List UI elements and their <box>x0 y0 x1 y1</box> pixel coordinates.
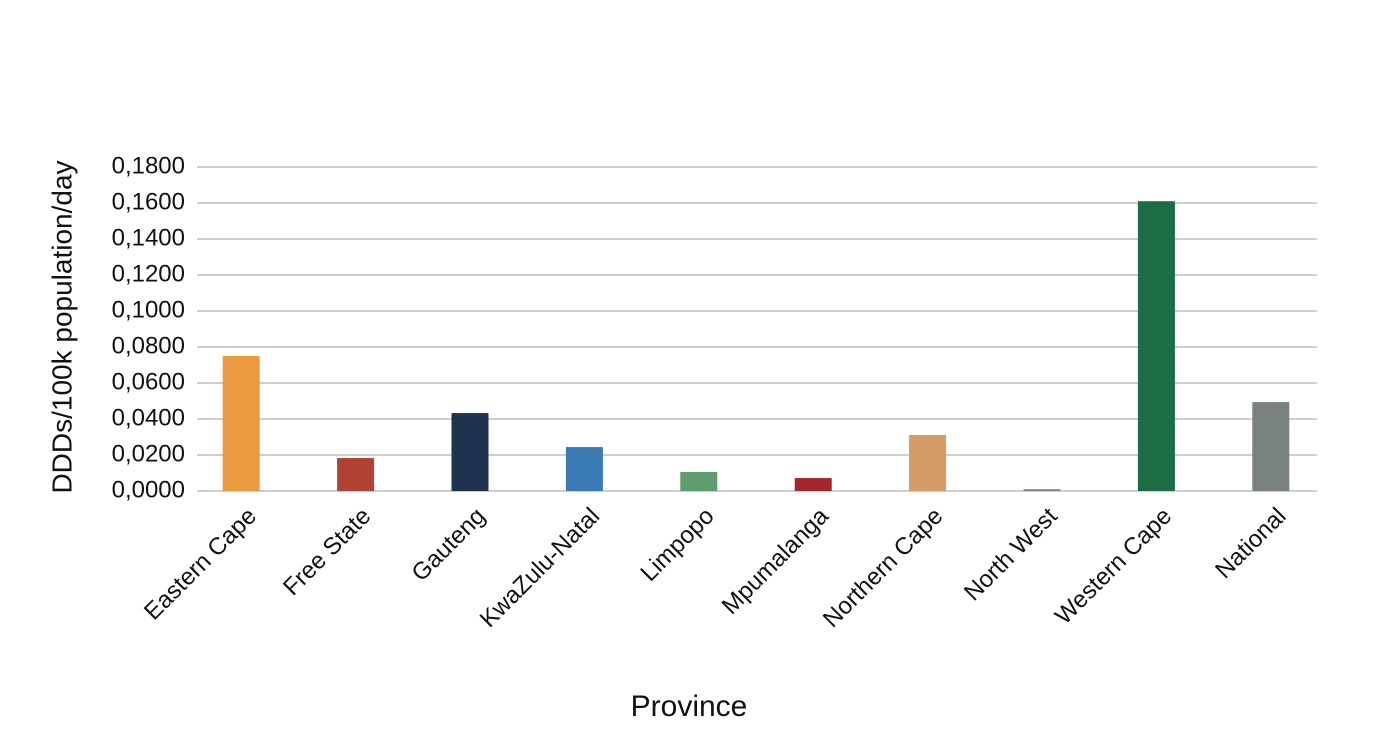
y-tick-label: 0,1800 <box>112 152 185 179</box>
x-tick-label: Northern Cape <box>818 503 948 633</box>
bar <box>794 478 832 491</box>
bar <box>222 356 260 491</box>
bar <box>909 435 947 491</box>
y-tick-label: 0,1600 <box>112 188 185 215</box>
bar <box>1137 201 1175 491</box>
bar <box>451 413 489 491</box>
bar <box>565 447 603 491</box>
y-tick-label: 0,1200 <box>112 260 185 287</box>
bar <box>1023 489 1061 491</box>
y-tick-label: 0,0200 <box>112 440 185 467</box>
y-tick-label: 0,0000 <box>112 476 185 503</box>
x-tick-label: Western Cape <box>1050 503 1177 630</box>
bar <box>337 458 375 491</box>
y-tick-label: 0,1000 <box>112 296 185 323</box>
y-axis-title: DDDs/100k population/day <box>46 160 77 493</box>
bar <box>680 471 718 491</box>
y-tick-label: 0,1400 <box>112 224 185 251</box>
x-tick-label: KwaZulu-Natal <box>475 503 605 633</box>
x-tick-label: Limpopo <box>635 503 719 587</box>
x-tick-label: National <box>1210 503 1291 584</box>
y-tick-label: 0,0400 <box>112 404 185 431</box>
x-axis-title: Province <box>631 690 748 723</box>
x-tick-label: Gauteng <box>407 503 491 587</box>
y-tick-label: 0,0600 <box>112 368 185 395</box>
y-tick-label: 0,0800 <box>112 332 185 359</box>
x-tick-label: Mpumalanga <box>717 502 835 620</box>
x-tick-label: Eastern Cape <box>139 503 262 626</box>
bar <box>1252 402 1290 491</box>
x-tick-label: North West <box>959 502 1063 606</box>
x-tick-label: Free State <box>278 503 376 601</box>
